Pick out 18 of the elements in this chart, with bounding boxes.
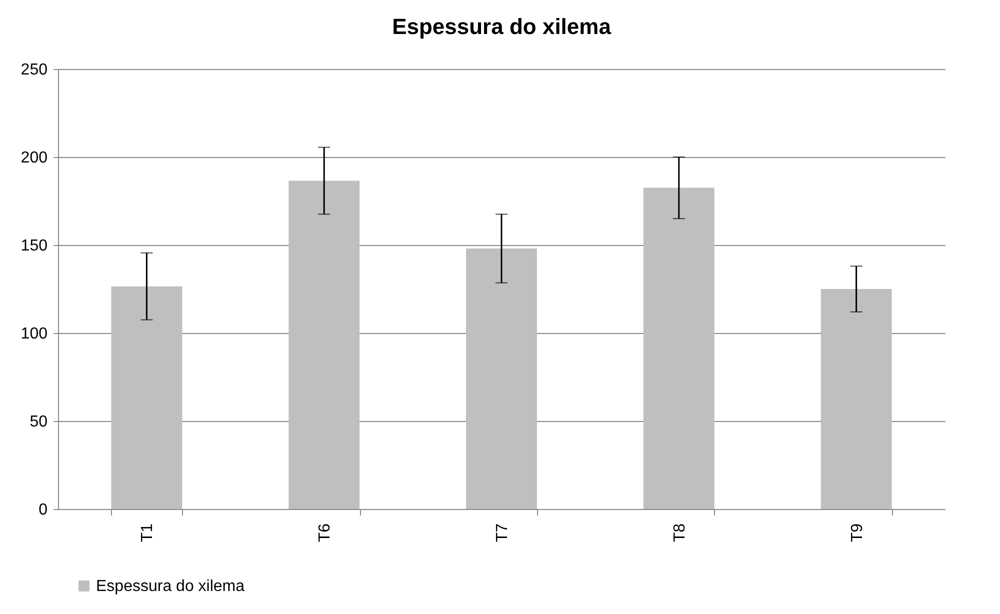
x-tick-label: T9: [848, 523, 866, 542]
y-tick-label: 250: [20, 62, 48, 78]
x-tick-label: T8: [671, 523, 688, 542]
x-tick-label: T6: [316, 523, 334, 542]
bar: [466, 248, 537, 509]
y-tick-label: 50: [30, 414, 48, 430]
y-tick-label: 200: [20, 150, 48, 166]
y-tick-label: 100: [20, 326, 48, 342]
y-tick-label: 150: [20, 238, 48, 254]
x-tick-label: T7: [494, 523, 511, 542]
x-tick-label: T1: [139, 523, 156, 542]
legend-label: Espessura do xilema: [96, 578, 245, 595]
bar: [111, 286, 182, 509]
bar: [643, 188, 714, 509]
chart-title: Espessura do xilema: [392, 14, 612, 39]
bar: [820, 289, 892, 509]
bar: [288, 180, 360, 509]
y-tick-label: 0: [38, 502, 48, 518]
